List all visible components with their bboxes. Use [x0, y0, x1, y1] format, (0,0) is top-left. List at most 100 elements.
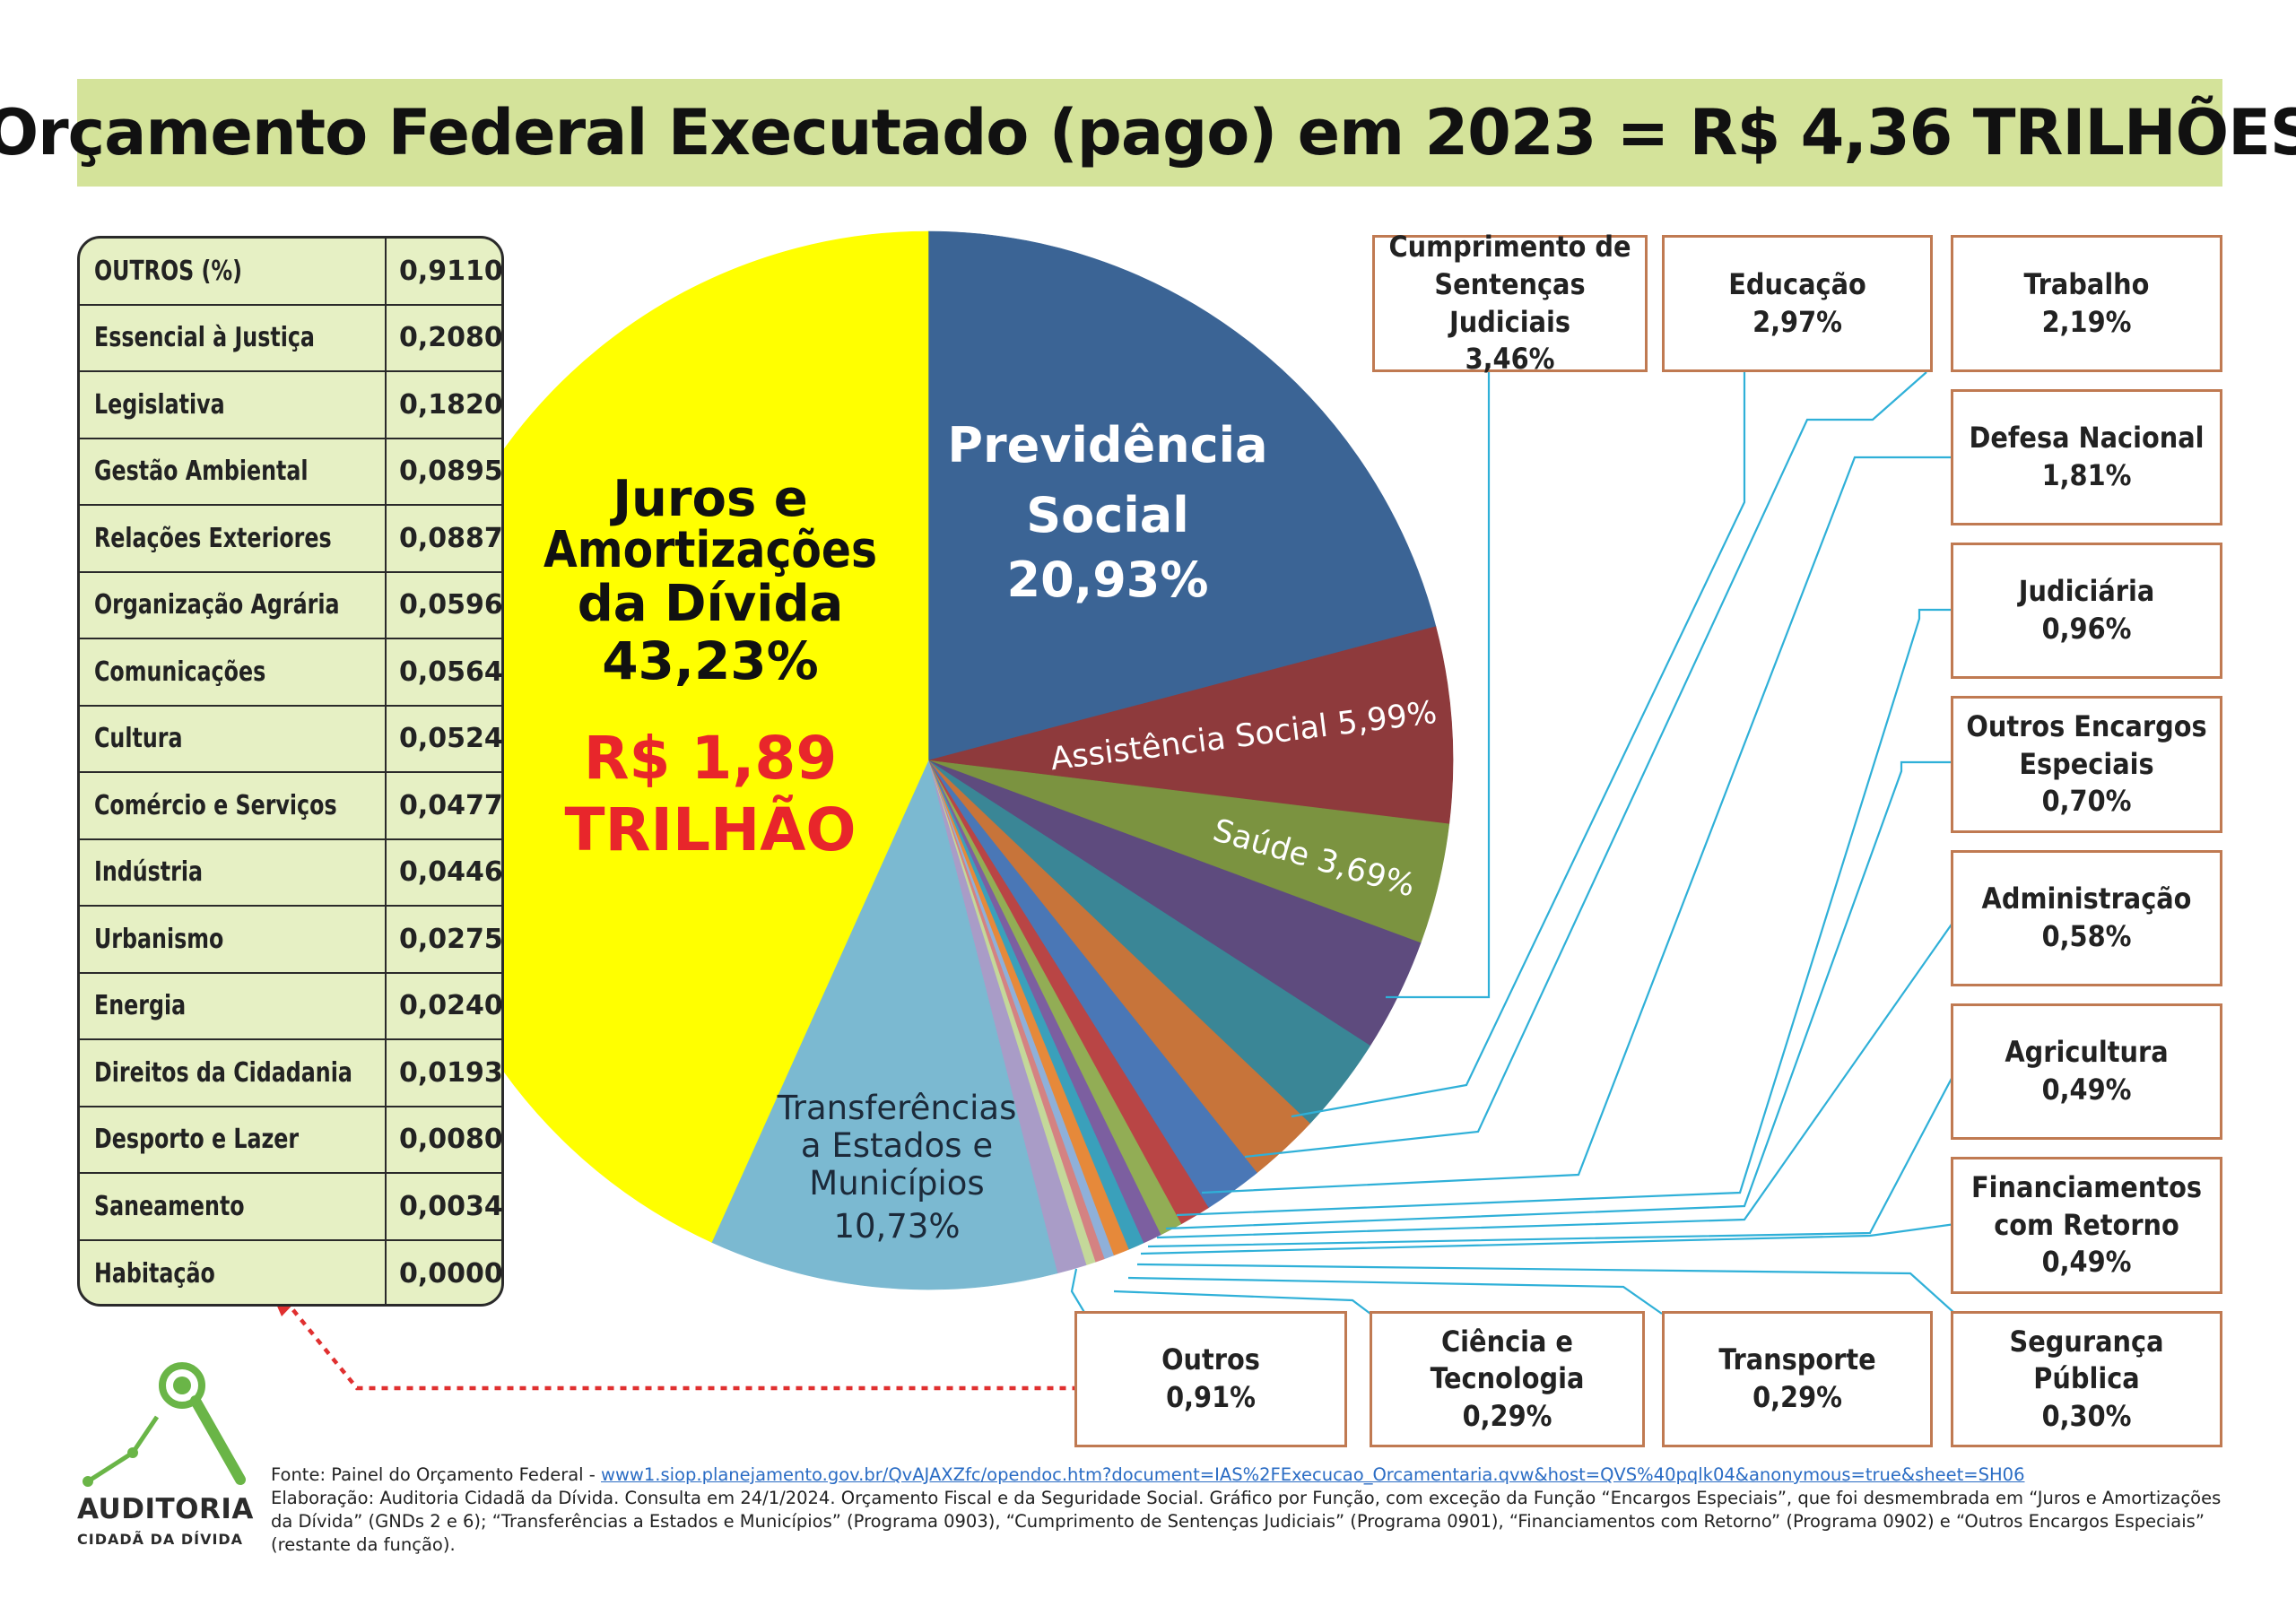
others-table: OUTROS (%) 0,9110 Essencial à Justiça 0,208… — [77, 236, 504, 1307]
juros-amount-1: R$ 1,89 — [584, 724, 838, 793]
previdencia-label-2: Social — [1026, 487, 1188, 543]
pie-slice-16 — [711, 760, 1058, 1290]
table-row: Energia 0,0240 — [80, 973, 501, 1040]
connector-administracao — [1156, 918, 1956, 1239]
transferencias-percent: 10,73% — [833, 1207, 960, 1246]
table-row: Relações Exteriores 0,0887 — [80, 506, 501, 573]
table-row-label: OUTROS (%) — [94, 255, 243, 287]
connector-financiamentos — [1140, 1222, 1956, 1255]
footer-line-2: Elaboração: Auditoria Cidadã da Dívida. … — [271, 1488, 2222, 1508]
callout-trabalho: Trabalho 2,19% — [1951, 235, 2222, 372]
table-row: Legislativa 0,1820 — [80, 372, 501, 439]
table-header-row: OUTROS (%) 0,9110 — [80, 239, 501, 306]
connector-outros — [1070, 1268, 1086, 1315]
table-row-value: 0,0895 — [385, 439, 501, 504]
previdencia-label-1: Previdência — [947, 417, 1267, 473]
transferencias-label-1: Transferências — [777, 1089, 1017, 1127]
table-row: Organização Agrária 0,0596 — [80, 572, 501, 639]
table-row-label: Cultura — [94, 723, 183, 755]
connector-sentencas — [1386, 372, 1491, 999]
table-row-value: 0,1820 — [385, 372, 501, 438]
table-row: Cultura 0,0524 — [80, 706, 501, 773]
table-row-label: Relações Exteriores — [94, 522, 332, 554]
table-row-value: 0,0596 — [385, 572, 501, 638]
footer-source-link[interactable]: www1.siop.planejamento.gov.br/QvAJAXZfc/… — [601, 1464, 2025, 1485]
juros-label-3: da Dívida — [578, 575, 844, 633]
table-row: Desporto e Lazer 0,0080 — [80, 1107, 501, 1174]
table-row-value: 0,0275 — [385, 907, 501, 972]
table-row: Saneamento 0,0034 — [80, 1174, 501, 1241]
footer-line-3: da Dívida” (GNDs 2 e 6); “Transferências… — [271, 1511, 2205, 1532]
callout-ciencia: Ciência e Tecnologia 0,29% — [1370, 1311, 1645, 1447]
table-row-value: 0,0887 — [385, 506, 501, 571]
table-row: Habitação 0,0000 — [80, 1240, 501, 1304]
previdencia-percent: 20,93% — [1007, 551, 1209, 608]
table-row-value: 0,0193 — [385, 1040, 501, 1106]
table-row-label: Essencial à Justiça — [94, 322, 315, 354]
callout-judiciaria: Judiciária 0,96% — [1951, 543, 2222, 679]
table-row-label: Desporto e Lazer — [94, 1124, 300, 1156]
connector-educacao — [1291, 372, 1746, 1118]
callout-outros: Outros 0,91% — [1074, 1311, 1347, 1447]
connector-encargos — [1165, 760, 1955, 1230]
table-row-value: 0,2080 — [385, 305, 501, 370]
callout-administracao: Administração 0,58% — [1951, 850, 2222, 986]
table-row-value: 0,0477 — [385, 773, 501, 838]
logo-subtitle: CIDADÃ DA DÍVIDA — [77, 1531, 244, 1548]
logo-name: AUDITORIA — [77, 1493, 254, 1525]
callout-defesa: Defesa Nacional 1,81% — [1951, 389, 2222, 525]
table-row-label: Energia — [94, 990, 187, 1022]
juros-amount-2: TRILHÃO — [565, 795, 857, 864]
callout-transporte: Transporte 0,29% — [1662, 1311, 1933, 1447]
table-row-label: Habitação — [94, 1258, 215, 1290]
table-row-label: Saneamento — [94, 1190, 245, 1222]
callout-sentencas: Cumprimento de Sentenças Judiciais 3,46% — [1372, 230, 1648, 376]
table-row: Comunicações 0,0564 — [80, 639, 501, 707]
pie-slices — [403, 230, 1454, 1290]
table-row: Direitos da Cidadania 0,0193 — [80, 1040, 501, 1107]
table-row-value: 0,0240 — [385, 973, 501, 1038]
connector-transporte — [1127, 1276, 1663, 1315]
table-row: Comércio e Serviços 0,0477 — [80, 773, 501, 840]
callout-financiamentos: Financiamentos com Retorno 0,49% — [1951, 1157, 2222, 1294]
footer-source-prefix: Fonte: Painel do Orçamento Federal - — [271, 1464, 602, 1485]
title-banner: Orçamento Federal Executado (pago) em 20… — [0, 79, 2296, 187]
connector-agricultura — [1147, 1071, 1956, 1248]
juros-percent: 43,23% — [602, 630, 819, 691]
transferencias-label-2: a Estados e — [801, 1126, 993, 1165]
transferencias-label-3: Municípios — [809, 1164, 984, 1203]
connector-trabalho — [1244, 371, 1927, 1159]
table-row: Essencial à Justiça 0,2080 — [80, 305, 501, 372]
table-row-label: Organização Agrária — [94, 589, 340, 621]
table-row-label: Comunicações — [94, 656, 266, 688]
pie-slice-1 — [927, 626, 1454, 825]
callout-agricultura: Agricultura 0,49% — [1951, 1003, 2222, 1140]
connector-ciencia — [1113, 1290, 1371, 1315]
callout-seguranca: Segurança Pública 0,30% — [1951, 1311, 2222, 1447]
connector-defesa — [1201, 456, 1955, 1194]
table-row-label: Indústria — [94, 856, 204, 889]
table-row-value: 0,0564 — [385, 639, 501, 705]
juros-label-2: Amortizações — [544, 521, 877, 579]
table-row-value: 0,0524 — [385, 706, 501, 771]
table-row-value: 0,9110 — [385, 239, 501, 304]
table-row-value: 0,0000 — [385, 1240, 501, 1304]
footer-line-4: (restante da função). — [271, 1534, 456, 1555]
table-row-label: Urbanismo — [94, 923, 224, 955]
juros-label-1: Juros e — [609, 470, 808, 528]
table-row: Urbanismo 0,0275 — [80, 907, 501, 974]
pie-slice-0 — [927, 230, 1437, 761]
table-row-value: 0,0034 — [385, 1174, 501, 1239]
table-row-value: 0,0080 — [385, 1107, 501, 1172]
table-row-value: 0,0446 — [385, 839, 501, 905]
table-row: Gestão Ambiental 0,0895 — [80, 439, 501, 506]
table-row: Indústria 0,0446 — [80, 839, 501, 907]
table-row-label: Comércio e Serviços — [94, 789, 337, 821]
callout-connectors — [1070, 371, 1956, 1315]
page-title: Orçamento Federal Executado (pago) em 20… — [0, 96, 2296, 169]
connector-judiciaria — [1176, 608, 1955, 1217]
table-row-label: Direitos da Cidadania — [94, 1056, 352, 1089]
logo-graphic — [83, 1362, 246, 1487]
table-row-label: Legislativa — [94, 388, 225, 421]
connector-seguranca — [1136, 1263, 1956, 1315]
